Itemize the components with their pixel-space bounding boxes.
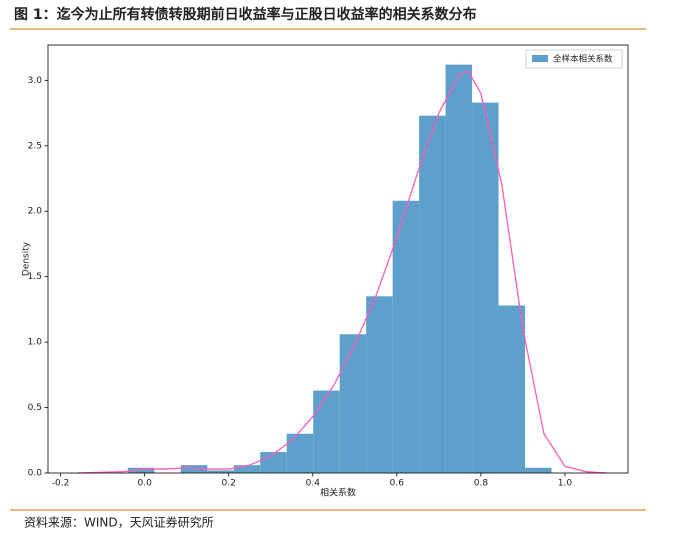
histogram-bar bbox=[472, 102, 499, 474]
plot-frame bbox=[47, 44, 629, 474]
histogram-bar bbox=[525, 467, 552, 473]
x-tick-label: 0.6 bbox=[390, 479, 405, 489]
y-tick-label: 0.5 bbox=[28, 403, 42, 413]
y-tick-label: 0.0 bbox=[28, 469, 43, 479]
legend-label: 全样本相关系数 bbox=[553, 54, 613, 65]
histogram-bar bbox=[313, 390, 340, 473]
histogram-bar bbox=[207, 470, 234, 473]
x-tick-label: 1.0 bbox=[558, 479, 573, 489]
density-line bbox=[77, 70, 608, 474]
legend-swatch bbox=[532, 55, 548, 62]
y-tick-label: 2.5 bbox=[28, 141, 42, 151]
x-axis-label: 相关系数 bbox=[320, 487, 356, 499]
y-tick-label: 1.5 bbox=[28, 272, 42, 282]
histogram-bar bbox=[419, 115, 446, 474]
histogram-bar bbox=[233, 465, 261, 473]
y-axis-label: Density bbox=[22, 241, 32, 276]
histogram-bar bbox=[445, 64, 473, 473]
histogram-bar bbox=[180, 465, 208, 473]
x-tick-label: 0.0 bbox=[138, 479, 153, 489]
y-tick-label: 2.0 bbox=[28, 207, 43, 217]
histogram-bar bbox=[392, 200, 420, 473]
legend-box bbox=[525, 49, 623, 69]
x-tick-label: 0.4 bbox=[306, 479, 321, 489]
histogram-bar bbox=[339, 334, 367, 473]
figure-title: 图 1：迄今为止所有转债转股期前日收益率与正股日收益率的相关系数分布 bbox=[14, 6, 477, 23]
y-tick-label: 3.0 bbox=[28, 76, 43, 86]
x-tick-label: 0.8 bbox=[474, 479, 489, 489]
x-tick-label: -0.2 bbox=[52, 479, 70, 489]
histogram-bar bbox=[260, 452, 287, 473]
source-note: 资料来源：WIND，天风证券研究所 bbox=[24, 515, 214, 530]
y-tick-label: 1.0 bbox=[28, 338, 43, 348]
x-tick-label: 0.2 bbox=[222, 479, 236, 489]
histogram-bar bbox=[498, 305, 526, 473]
histogram-bar bbox=[127, 467, 155, 473]
histogram-bar bbox=[286, 433, 314, 473]
histogram-bar bbox=[366, 296, 393, 473]
